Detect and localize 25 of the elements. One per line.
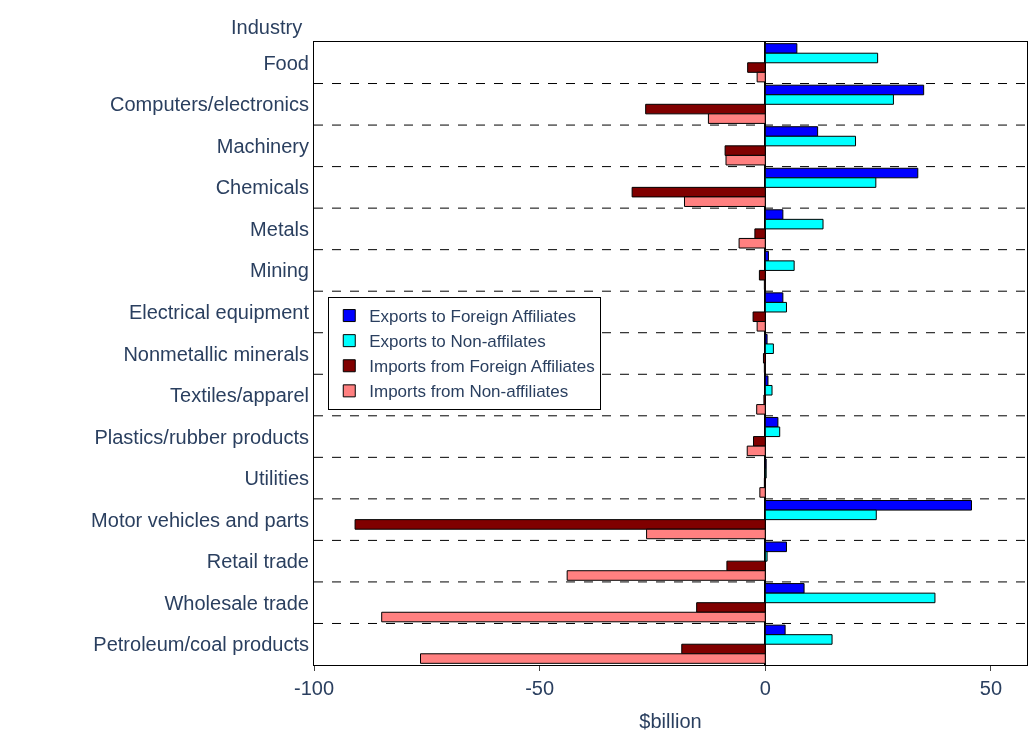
y-tick-label: Retail trade <box>206 550 309 573</box>
y-tick-label: Wholesale trade <box>164 591 309 614</box>
y-tick-label: Plastics/rubber products <box>94 425 309 448</box>
y-tick-label: Metals <box>250 217 309 240</box>
y-tick-label: Motor vehicles and parts <box>91 508 309 531</box>
legend-label: Imports from Foreign Affiliates <box>369 357 595 377</box>
y-tick-label: Petroleum/coal products <box>93 633 309 656</box>
y-tick-label: Computers/electronics <box>110 93 309 116</box>
x-tick-label: 0 <box>759 677 771 699</box>
y-tick-label: Utilities <box>244 467 309 490</box>
y-tick-label: Electrical equipment <box>128 300 310 323</box>
y-tick-label: Textiles/apparel <box>170 384 309 407</box>
legend-label: Imports from Non-affiliates <box>369 382 569 402</box>
x-axis-title: $billion <box>639 709 702 732</box>
x-tick-label: 50 <box>979 677 1003 699</box>
y-tick-label: Mining <box>250 259 309 282</box>
legend-label: Exports to Foreign Affiliates <box>369 307 576 327</box>
x-tick-label: -50 <box>525 677 555 699</box>
legend-label: Exports to Non-affilates <box>369 332 546 352</box>
y-axis-title: Industry <box>231 16 303 38</box>
x-tick-label: -100 <box>293 677 335 699</box>
y-tick-label: Food <box>263 51 309 74</box>
y-tick-label: Nonmetallic minerals <box>123 342 309 365</box>
y-tick-label: Chemicals <box>215 176 309 199</box>
y-tick-label: Machinery <box>216 134 309 157</box>
